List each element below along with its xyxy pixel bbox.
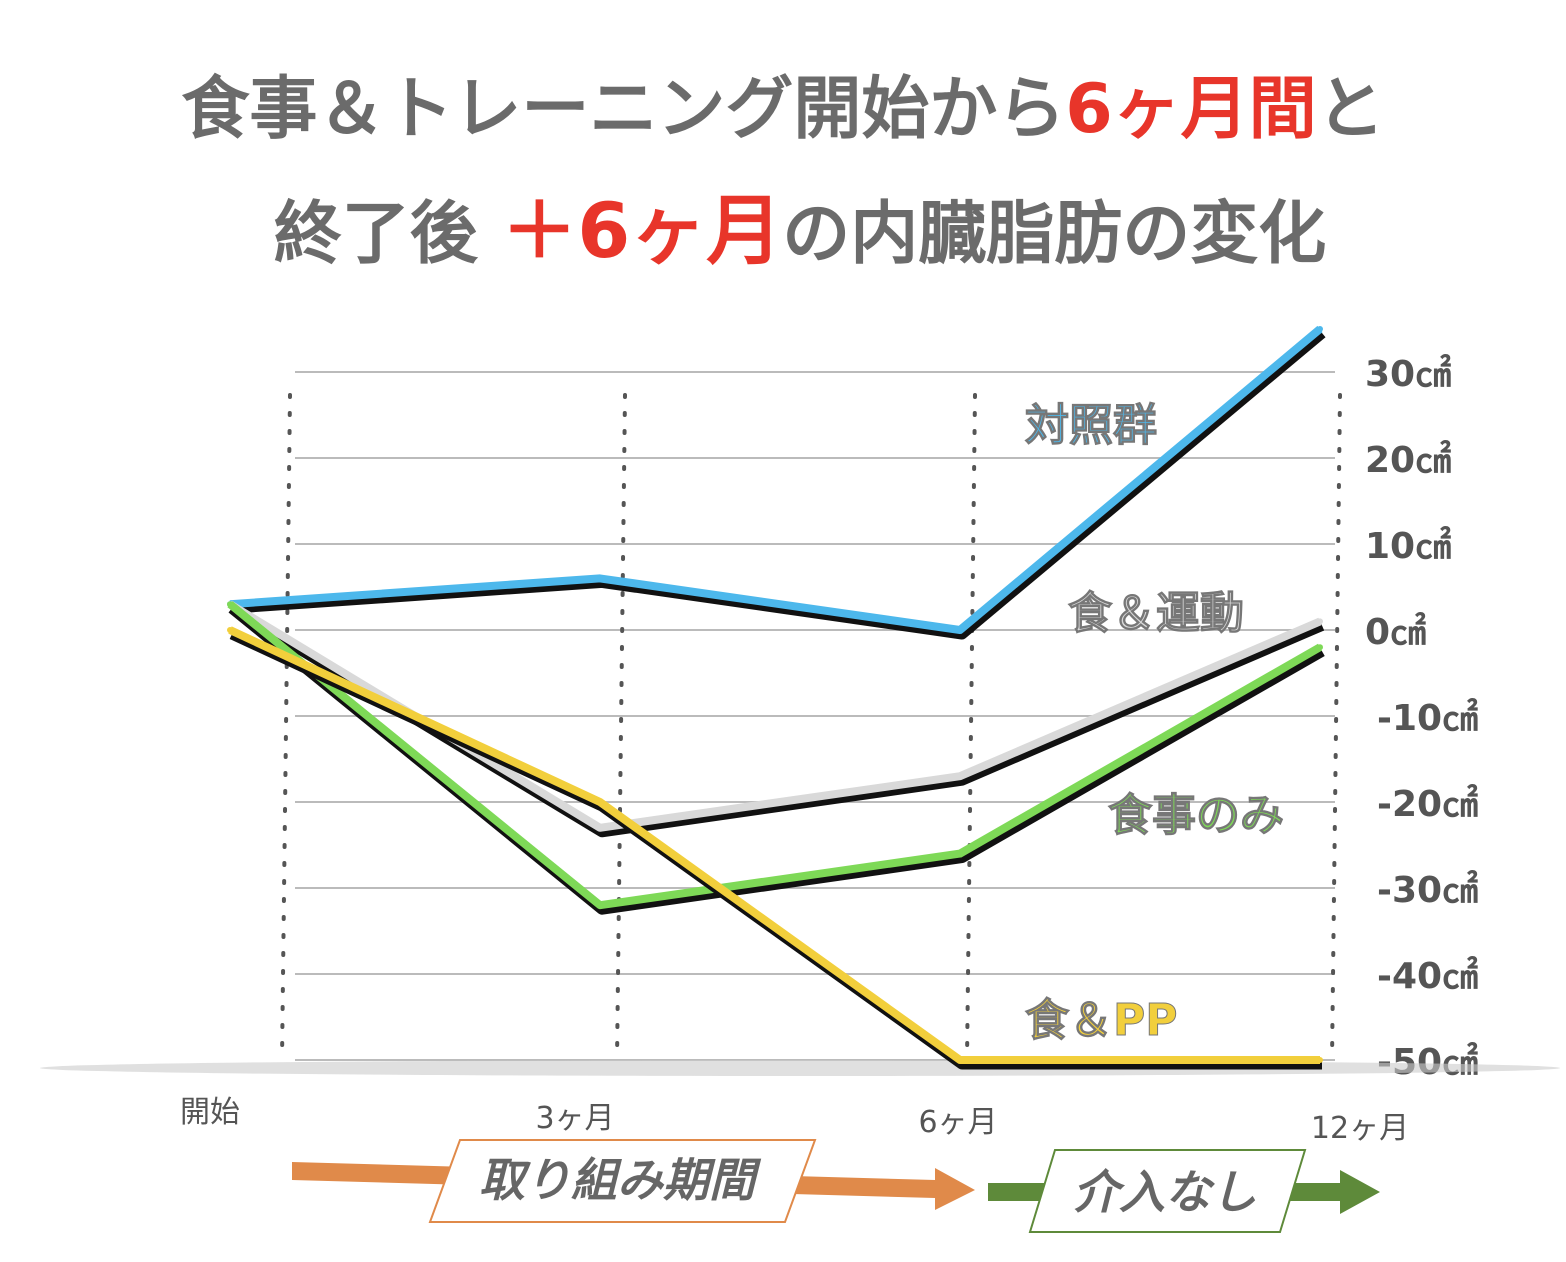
y-tick-label: 0㎠ (1365, 611, 1426, 653)
y-tick-label: -30㎠ (1377, 869, 1478, 911)
data-point (957, 773, 963, 780)
x-tick-label: 開始 (180, 1095, 240, 1130)
data-point (227, 627, 233, 633)
y-tick-label: 20㎠ (1365, 439, 1451, 481)
floor-shadow (40, 1060, 1560, 1076)
period-box-intervention (428, 1139, 817, 1223)
period-label-none: 介入なし (1073, 1165, 1257, 1219)
series-label-1: 食＆運動 (1068, 588, 1244, 639)
data-point (1317, 326, 1323, 332)
data-point (957, 627, 963, 633)
vertical-dotted-line (1330, 393, 1342, 1062)
data-point (957, 850, 963, 857)
series-label-2: 食事のみ (1108, 790, 1284, 841)
data-point (597, 902, 603, 909)
series-label-0: 対照群 (1025, 400, 1157, 451)
series-label-3: 食＆PP (1025, 995, 1178, 1046)
series-line-2 (227, 601, 1322, 910)
y-tick-label: 10㎠ (1365, 525, 1451, 567)
data-point (597, 799, 603, 805)
vertical-dotted-line (615, 393, 627, 1062)
series-line-3 (228, 626, 1320, 1064)
y-tick-label: -10㎠ (1377, 697, 1478, 739)
data-point (1317, 1057, 1323, 1063)
y-tick-label: 30㎠ (1365, 353, 1451, 395)
data-point (227, 601, 233, 608)
title-line-2: 終了後 ＋6ヶ月の内臓脂肪の変化 (274, 186, 1327, 275)
y-tick-label: -40㎠ (1377, 955, 1478, 997)
series-line-0 (229, 325, 1323, 634)
data-point (597, 575, 603, 582)
x-tick-label: 12ヶ月 (1311, 1111, 1409, 1146)
data-point (1317, 644, 1323, 651)
vertical-dotted-line (280, 393, 292, 1062)
y-tick-label: -20㎠ (1377, 783, 1478, 825)
series-shadow-2 (228, 603, 1325, 915)
data-point (957, 1057, 963, 1063)
data-point (597, 824, 603, 831)
period-label-intervention: 取り組み期間 (479, 1153, 762, 1207)
x-tick-label: 3ヶ月 (535, 1101, 614, 1136)
x-tick-label: 6ヶ月 (918, 1105, 997, 1140)
y-tick-label: -50㎠ (1377, 1041, 1478, 1083)
vertical-dotted-line (965, 393, 977, 1062)
period-box-none (1028, 1149, 1307, 1233)
data-point (1317, 618, 1323, 625)
title-line-1: 食事＆トレーニング開始から6ヶ月間と (181, 70, 1384, 149)
